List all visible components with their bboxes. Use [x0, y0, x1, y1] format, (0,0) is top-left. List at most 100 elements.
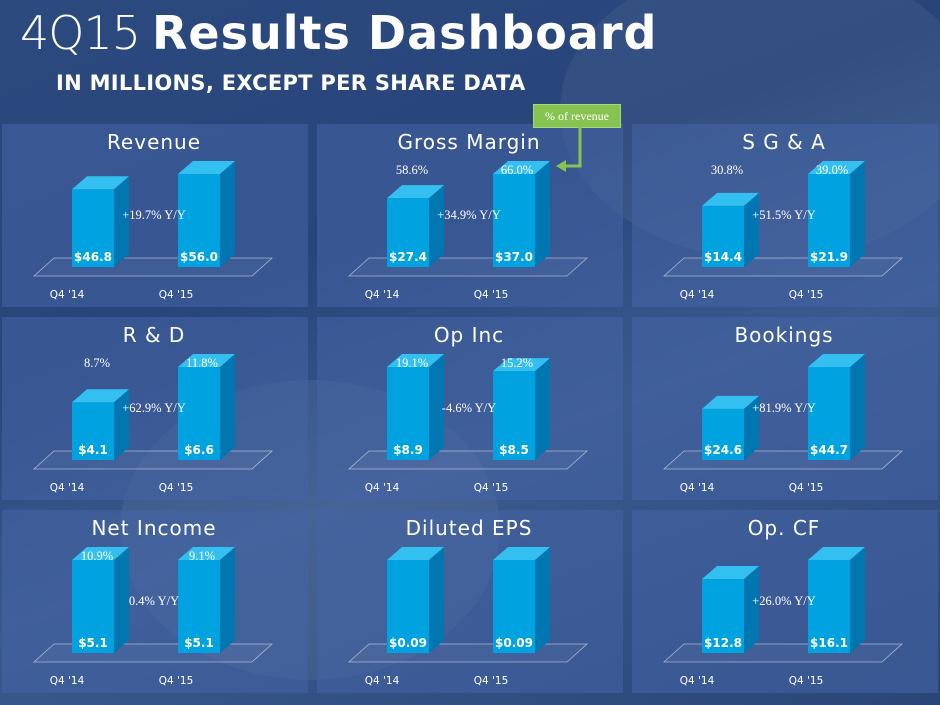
- chart-floor: [347, 643, 589, 663]
- chart-s-g-a: S G & A $14.4 Q4 '14 30.8% $21.9 Q4 '15 39.0% +…: [662, 130, 904, 301]
- bar-side: [220, 161, 235, 267]
- x-tick-label: Q4 '14: [680, 675, 715, 687]
- bar: [387, 367, 429, 460]
- bar-side: [535, 547, 550, 653]
- chart-title: Gross Margin: [397, 130, 540, 154]
- chart-panel-bookings: Bookings $24.6 Q4 '14 $44.7 Q4 '15 +81.9% Y/Y: [632, 317, 938, 500]
- chart-title: R & D: [123, 323, 186, 347]
- chart-floor: [662, 257, 904, 277]
- chart-op-cf: Op. CF $12.8 Q4 '14 $16.1 Q4 '15 +26.0% Y/Y: [662, 516, 904, 687]
- percent-of-revenue-label: 19.1%: [396, 356, 428, 370]
- data-label: $44.7: [810, 443, 848, 457]
- bar-side: [114, 389, 129, 460]
- bar-top: [702, 192, 759, 206]
- chart-revenue: Revenue $46.8 Q4 '14 $56.0 Q4 '15 +19.7% Y/Y: [32, 130, 274, 301]
- x-tick-label: Q4 '15: [789, 482, 824, 494]
- x-tick-label: Q4 '15: [474, 289, 509, 301]
- chart-floor: [32, 643, 274, 663]
- data-label: $0.09: [389, 636, 427, 650]
- bar: [493, 174, 535, 267]
- bar-top: [387, 547, 444, 560]
- data-label: $6.6: [184, 443, 214, 457]
- chart-op-inc: Op Inc $8.9 Q4 '14 19.1% $8.5 Q4 '15 15.2% -4.6…: [347, 323, 589, 494]
- bar-top: [178, 161, 235, 174]
- data-label: $37.0: [495, 250, 533, 264]
- bar-top: [178, 354, 235, 367]
- x-tick-label: Q4 '14: [680, 289, 715, 301]
- bar-side: [744, 192, 759, 267]
- percent-of-revenue-label: 39.0%: [816, 163, 848, 177]
- bar: [178, 367, 220, 460]
- yoy-change-label: +81.9% Y/Y: [752, 401, 816, 415]
- percent-of-revenue-callout: % of revenue: [533, 104, 621, 128]
- yoy-change-label: +19.7% Y/Y: [122, 208, 186, 222]
- chart-r-d: R & D $4.1 Q4 '14 8.7% $6.6 Q4 '15 11.8% +62.9%…: [32, 323, 274, 494]
- x-tick-label: Q4 '14: [365, 482, 400, 494]
- yoy-change-label: +26.0% Y/Y: [752, 594, 816, 608]
- yoy-change-label: 0.4% Y/Y: [129, 594, 179, 608]
- x-tick-label: Q4 '14: [50, 482, 85, 494]
- percent-of-revenue-label: 11.8%: [186, 356, 218, 370]
- data-label: $8.5: [499, 443, 529, 457]
- chart-net-income: Net Income $5.1 Q4 '14 10.9% $5.1 Q4 '15 9.1% 0…: [32, 516, 274, 687]
- page-subtitle: IN MILLIONS, EXCEPT PER SHARE DATA: [56, 71, 526, 95]
- percent-of-revenue-label: 58.6%: [396, 163, 428, 177]
- bar: [387, 560, 429, 653]
- x-tick-label: Q4 '15: [159, 289, 194, 301]
- bar-side: [220, 354, 235, 460]
- percent-of-revenue-label: 8.7%: [84, 356, 110, 370]
- bar-side: [429, 185, 444, 267]
- chart-floor: [347, 257, 589, 277]
- bar-top: [387, 354, 444, 367]
- data-label: $0.09: [495, 636, 533, 650]
- chart-bookings: Bookings $24.6 Q4 '14 $44.7 Q4 '15 +81.9% Y/Y: [662, 323, 904, 494]
- percent-of-revenue-label: 9.1%: [189, 549, 215, 563]
- bar-side: [535, 358, 550, 460]
- chart-title: S G & A: [742, 130, 826, 154]
- chart-title: Diluted EPS: [406, 516, 533, 540]
- chart-panel-r-d: R & D $4.1 Q4 '14 8.7% $6.6 Q4 '15 11.8% +62.9%…: [2, 317, 308, 500]
- bar: [178, 174, 220, 267]
- data-label: $24.6: [704, 443, 742, 457]
- x-tick-label: Q4 '14: [50, 675, 85, 687]
- data-label: $4.1: [78, 443, 108, 457]
- callout-arrow-icon: [556, 126, 582, 172]
- bar-top: [493, 358, 550, 372]
- bar: [808, 367, 850, 460]
- bar-side: [429, 354, 444, 460]
- bar-top: [702, 395, 759, 409]
- x-tick-label: Q4 '14: [680, 482, 715, 494]
- bar: [702, 408, 744, 460]
- data-label: $46.8: [74, 250, 112, 264]
- bar-side: [850, 547, 865, 653]
- yoy-change-label: -4.6% Y/Y: [442, 401, 496, 415]
- bar: [493, 371, 535, 460]
- bar-side: [850, 354, 865, 460]
- x-tick-label: Q4 '15: [474, 482, 509, 494]
- bar-side: [744, 395, 759, 460]
- bar-side: [850, 161, 865, 267]
- page-header: 4Q15 Results Dashboard: [20, 6, 657, 60]
- chart-floor: [347, 450, 589, 470]
- percent-of-revenue-label: 10.9%: [81, 549, 113, 563]
- data-label: $8.9: [393, 443, 423, 457]
- x-tick-label: Q4 '14: [365, 675, 400, 687]
- chart-gross-margin: Gross Margin $27.4 Q4 '14 58.6% $37.0 Q4 '15 6…: [347, 130, 589, 301]
- bar: [72, 402, 114, 460]
- yoy-change-label: +34.9% Y/Y: [437, 208, 501, 222]
- data-label: $21.9: [810, 250, 848, 264]
- x-tick-label: Q4 '15: [474, 675, 509, 687]
- chart-floor: [32, 257, 274, 277]
- bar-top: [72, 389, 129, 403]
- x-tick-label: Q4 '15: [789, 289, 824, 301]
- bar: [808, 174, 850, 267]
- chart-panel-diluted-eps: Diluted EPS $0.09 Q4 '14 $0.09 Q4 '15: [317, 510, 623, 693]
- yoy-change-label: +62.9% Y/Y: [122, 401, 186, 415]
- yoy-change-label: +51.5% Y/Y: [752, 208, 816, 222]
- bar-side: [429, 547, 444, 653]
- chart-title: Op. CF: [748, 516, 821, 540]
- data-label: $14.4: [704, 250, 742, 264]
- title-main: Results Dashboard: [152, 6, 658, 60]
- chart-panel-s-g-a: S G & A $14.4 Q4 '14 30.8% $21.9 Q4 '15 39.0% +…: [632, 124, 938, 307]
- chart-title: Net Income: [91, 516, 216, 540]
